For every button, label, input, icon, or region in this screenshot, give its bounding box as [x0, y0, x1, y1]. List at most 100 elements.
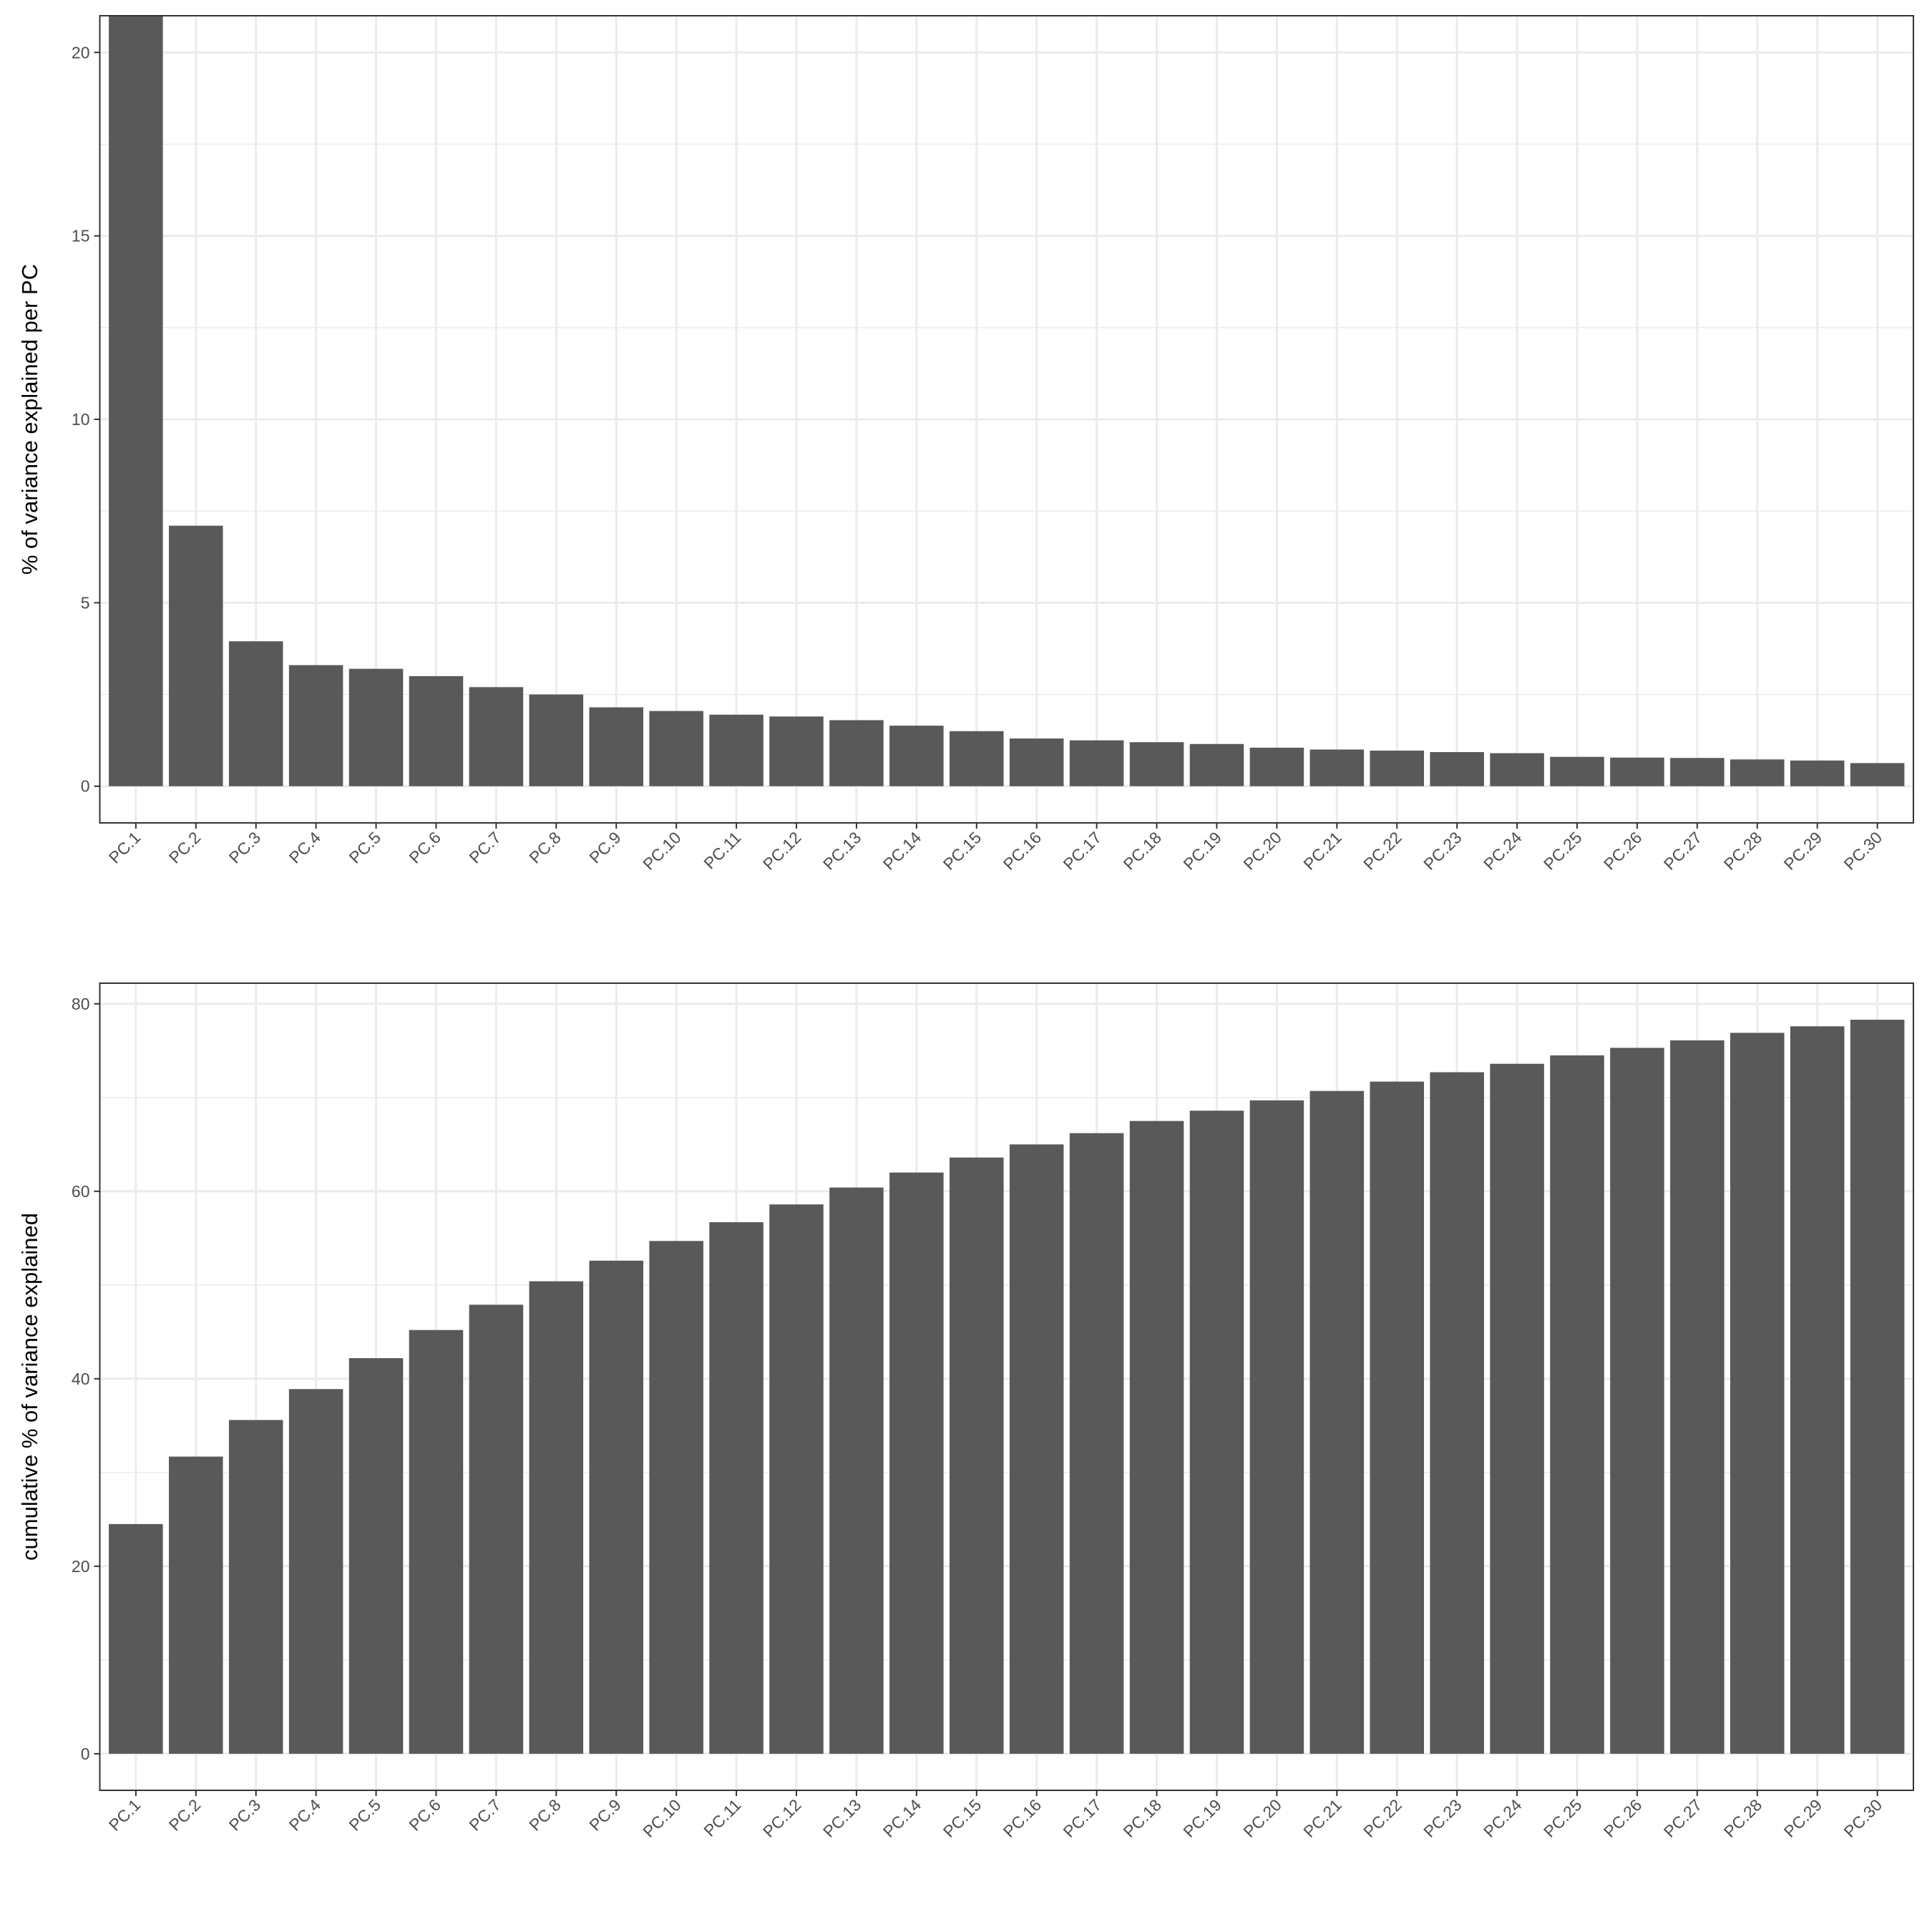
x-tick-label: PC.4 [286, 828, 325, 867]
x-tick-label: PC.7 [465, 1795, 504, 1835]
y-axis-title: cumulative % of variance explained [17, 1213, 42, 1561]
x-tick-label: PC.12 [759, 1795, 805, 1841]
x-tick-label: PC.11 [700, 1795, 744, 1840]
x-tick-label: PC.20 [1239, 828, 1285, 874]
bar [469, 1304, 524, 1754]
panel: 0 5 10 15 20 PC.1 PC.2 PC.3 PC.4 PC.5 PC.6 PC.7 PC.8… [17, 15, 1914, 874]
x-tick-label: PC.27 [1660, 1795, 1706, 1841]
y-tick-label: 40 [72, 1370, 90, 1388]
bar [1249, 747, 1304, 786]
x-tick-label: PC.19 [1179, 828, 1225, 874]
bar [1370, 1081, 1425, 1754]
x-tick-label: PC.8 [525, 828, 565, 867]
bar [589, 1260, 644, 1754]
bar [1610, 757, 1664, 786]
x-tick-label: PC.2 [165, 1795, 205, 1835]
x-tick-label: PC.21 [1299, 1795, 1345, 1841]
x-tick-label: PC.12 [759, 828, 805, 874]
x-tick-label: PC.13 [819, 828, 865, 874]
x-tick-label: PC.4 [286, 1795, 325, 1835]
x-tick-label: PC.28 [1720, 1795, 1766, 1841]
x-tick-label: PC.24 [1480, 828, 1526, 874]
bar [288, 665, 343, 786]
x-tick-label: PC.16 [1000, 828, 1045, 874]
bar [1430, 752, 1484, 786]
bar [469, 687, 524, 786]
x-tick-label: PC.29 [1780, 828, 1826, 874]
x-tick-label: PC.7 [465, 828, 504, 867]
bar [649, 711, 703, 786]
bar [829, 1187, 884, 1754]
bar [1610, 1048, 1664, 1754]
x-tick-label: PC.18 [1119, 828, 1165, 874]
bar [1550, 1055, 1604, 1754]
bar [1490, 753, 1544, 786]
bar [109, 16, 163, 786]
bar [709, 714, 763, 786]
bar [769, 716, 824, 786]
y-axis-title: % of variance explained per PC [17, 264, 42, 575]
x-tick-label: PC.26 [1600, 1795, 1646, 1841]
x-tick-label: PC.5 [346, 828, 385, 867]
bar [1670, 758, 1724, 786]
x-tick-label: PC.28 [1720, 828, 1766, 874]
bar [1430, 1072, 1484, 1754]
x-tick-label: PC.11 [700, 828, 744, 872]
bar [169, 1456, 223, 1754]
x-tick-label: PC.26 [1600, 828, 1646, 874]
x-tick-label: PC.17 [1060, 828, 1106, 874]
bar [1850, 1020, 1905, 1754]
bar [1249, 1100, 1304, 1754]
bar [1670, 1040, 1724, 1754]
y-tick-label: 20 [72, 1557, 90, 1576]
x-tick-label: PC.8 [525, 1795, 565, 1835]
bar [950, 731, 1004, 786]
bar [1490, 1063, 1544, 1754]
y-tick-label: 60 [72, 1182, 90, 1201]
bar [1009, 738, 1064, 786]
x-tick-label: PC.13 [819, 1795, 865, 1841]
bar [1189, 1111, 1244, 1754]
x-tick-label: PC.18 [1119, 1795, 1165, 1841]
bar [1189, 743, 1244, 786]
bar [1309, 1091, 1365, 1754]
y-tick-label: 0 [81, 1745, 90, 1763]
x-tick-label: PC.29 [1780, 1795, 1826, 1841]
x-tick-label: PC.10 [639, 1795, 685, 1841]
x-tick-label: PC.3 [225, 1795, 265, 1835]
x-tick-label: PC.25 [1540, 828, 1586, 874]
bar [1309, 749, 1365, 786]
bar [1129, 742, 1184, 786]
panel: 0 20 40 60 80 PC.1 PC.2 PC.3 PC.4 PC.5 PC.6 PC.7 PC.… [17, 982, 1914, 1841]
bar [1730, 1033, 1785, 1754]
x-tick-label: PC.15 [940, 828, 985, 874]
bar [529, 1281, 584, 1754]
x-tick-label: PC.1 [105, 1795, 145, 1835]
bar [529, 694, 584, 786]
x-tick-label: PC.10 [639, 828, 685, 874]
x-tick-label: PC.2 [165, 828, 205, 867]
bar [589, 707, 644, 786]
x-tick-label: PC.6 [405, 1795, 444, 1835]
y-tick-label: 0 [81, 777, 90, 796]
x-tick-label: PC.30 [1840, 828, 1886, 874]
bar [1009, 1144, 1064, 1754]
bar [1850, 763, 1905, 786]
bar [1069, 1133, 1124, 1754]
y-tick-label: 20 [72, 43, 90, 62]
bar [1370, 750, 1425, 786]
x-tick-label: PC.3 [225, 828, 265, 867]
x-tick-label: PC.14 [879, 828, 925, 874]
bars [109, 16, 1905, 786]
panel-border [99, 982, 1914, 1791]
x-tick-label: PC.23 [1420, 828, 1465, 874]
bar [1069, 740, 1124, 786]
x-tick-label: PC.25 [1540, 1795, 1586, 1841]
y-tick-label: 10 [72, 410, 90, 429]
bars [109, 1020, 1905, 1754]
bar [769, 1204, 824, 1754]
bar [348, 1358, 404, 1754]
y-tick-label: 15 [72, 227, 90, 245]
x-tick-label: PC.14 [879, 1795, 925, 1841]
